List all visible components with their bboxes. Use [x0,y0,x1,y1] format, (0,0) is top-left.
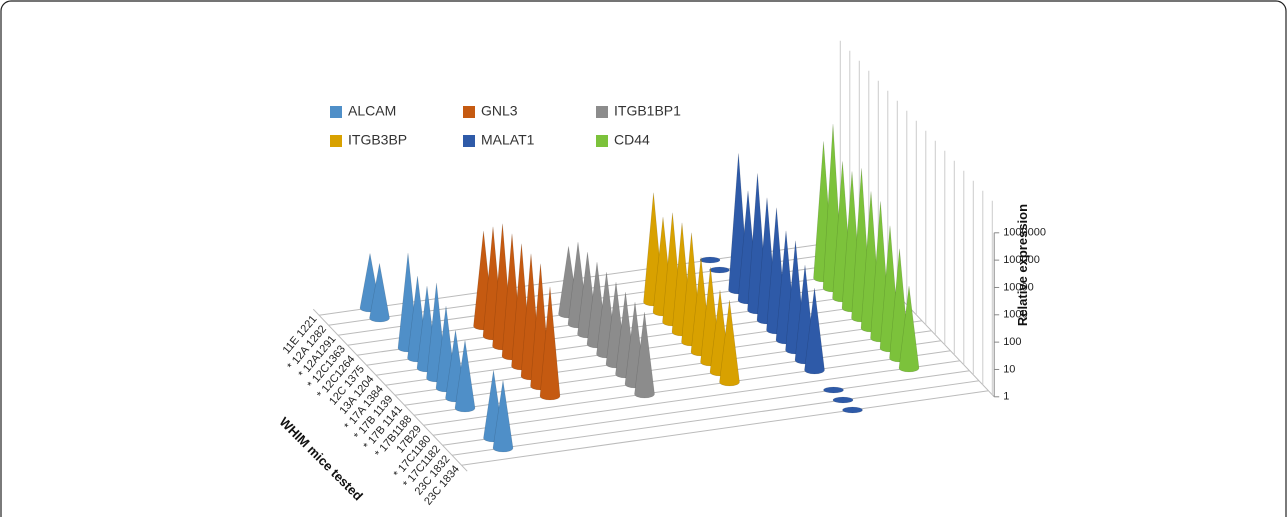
legend-label: ITGB1BP1 [614,103,681,119]
y-tick-label: 100 [1003,336,1021,348]
cone [832,396,854,404]
cone [719,299,740,387]
legend-swatch [330,106,342,118]
y-tick-label: 10 [1003,363,1015,375]
floor-line [394,320,923,396]
legend-label: CD44 [614,132,650,148]
cone [898,285,920,373]
cone [539,286,561,401]
cone [709,266,730,274]
floor-line [442,370,970,446]
legend-label: ITGB3BP [348,132,407,148]
cone [492,380,514,453]
y-tick-label: 1000000 [1003,227,1046,239]
cone [842,406,863,414]
cone [823,386,844,394]
floor-line [385,310,913,386]
legend-swatch [330,135,342,147]
floor-line [451,380,980,456]
legend-label: MALAT1 [481,132,535,148]
y-tick-label: 1000 [1003,309,1027,321]
y-tick-label: 100000 [1003,254,1040,266]
floor-line [423,350,951,426]
plot [359,123,920,453]
y-tick-label: 1 [1003,391,1009,403]
floor-line [432,360,961,436]
cone [634,311,655,399]
cone [699,256,721,264]
legend-label: ALCAM [348,103,396,119]
legend-swatch [596,135,608,147]
legend-label: GNL3 [481,103,518,119]
cone [369,263,390,323]
legend-swatch [596,106,608,118]
floor-edge [312,308,468,472]
y-axis-title: Relative expression [1015,204,1030,326]
legend-swatch [463,135,475,147]
floor-line [461,390,989,466]
y-tick-label: 10000 [1003,281,1034,293]
legend-swatch [463,106,475,118]
cone [454,340,476,413]
cone [804,287,825,375]
